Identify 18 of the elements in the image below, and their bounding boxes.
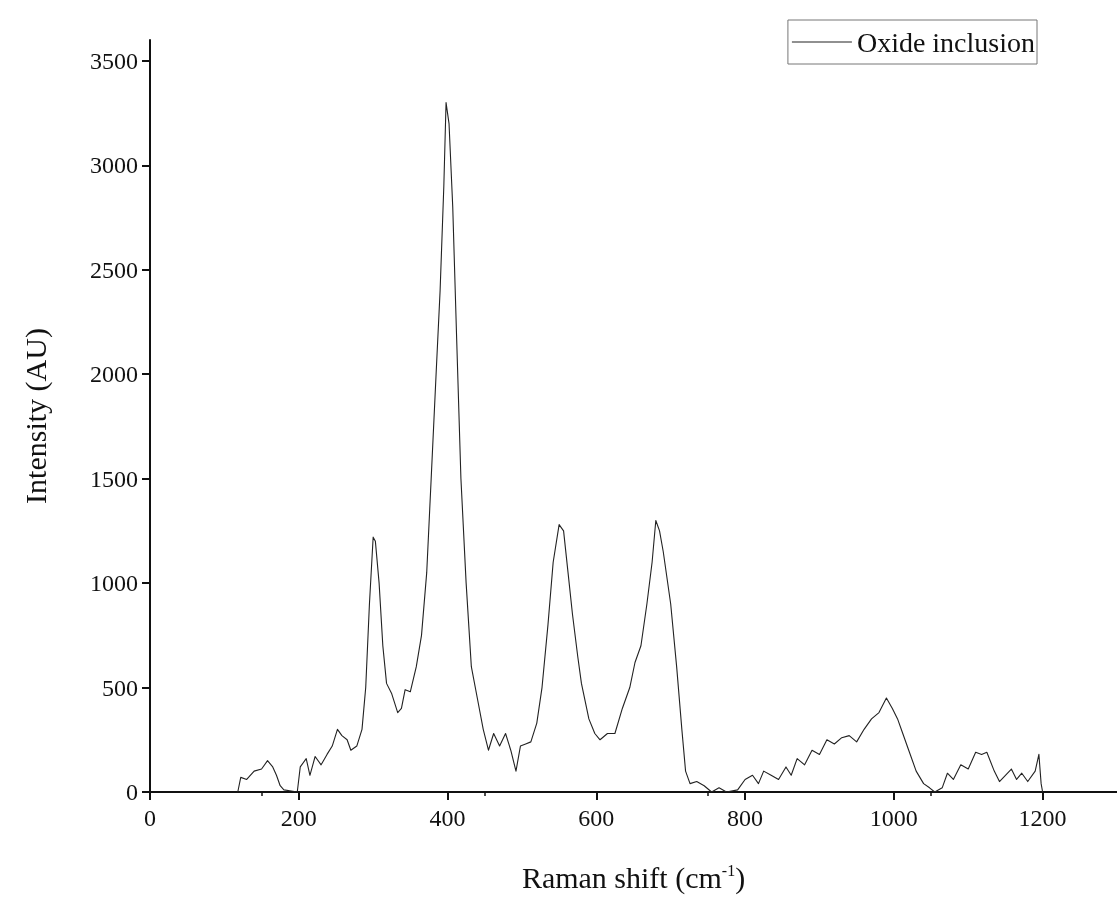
y-axis-title: Intensity (AU) bbox=[18, 328, 53, 504]
y-tick-label: 2000 bbox=[90, 361, 138, 388]
y-tick-label: 3000 bbox=[90, 152, 138, 179]
y-tick-label: 0 bbox=[126, 779, 138, 805]
x-tick-label: 800 bbox=[727, 805, 764, 831]
x-tick-label: 1000 bbox=[869, 805, 918, 831]
x-tick-label: 0 bbox=[144, 805, 156, 831]
line-series bbox=[237, 102, 1044, 793]
x-tick-label: 200 bbox=[280, 805, 317, 831]
legend-label: Oxide inclusion bbox=[856, 26, 1035, 58]
x-tick-label: 1200 bbox=[1018, 805, 1067, 831]
y-tick-label: 500 bbox=[102, 674, 138, 701]
y-tick-label: 2500 bbox=[90, 256, 138, 283]
x-tick-label: 600 bbox=[578, 805, 615, 831]
y-tick-label: 3500 bbox=[90, 47, 138, 74]
y-tick-label: 1000 bbox=[90, 570, 138, 597]
y-tick-label: 1500 bbox=[90, 465, 138, 492]
x-tick-label: 400 bbox=[429, 805, 466, 831]
